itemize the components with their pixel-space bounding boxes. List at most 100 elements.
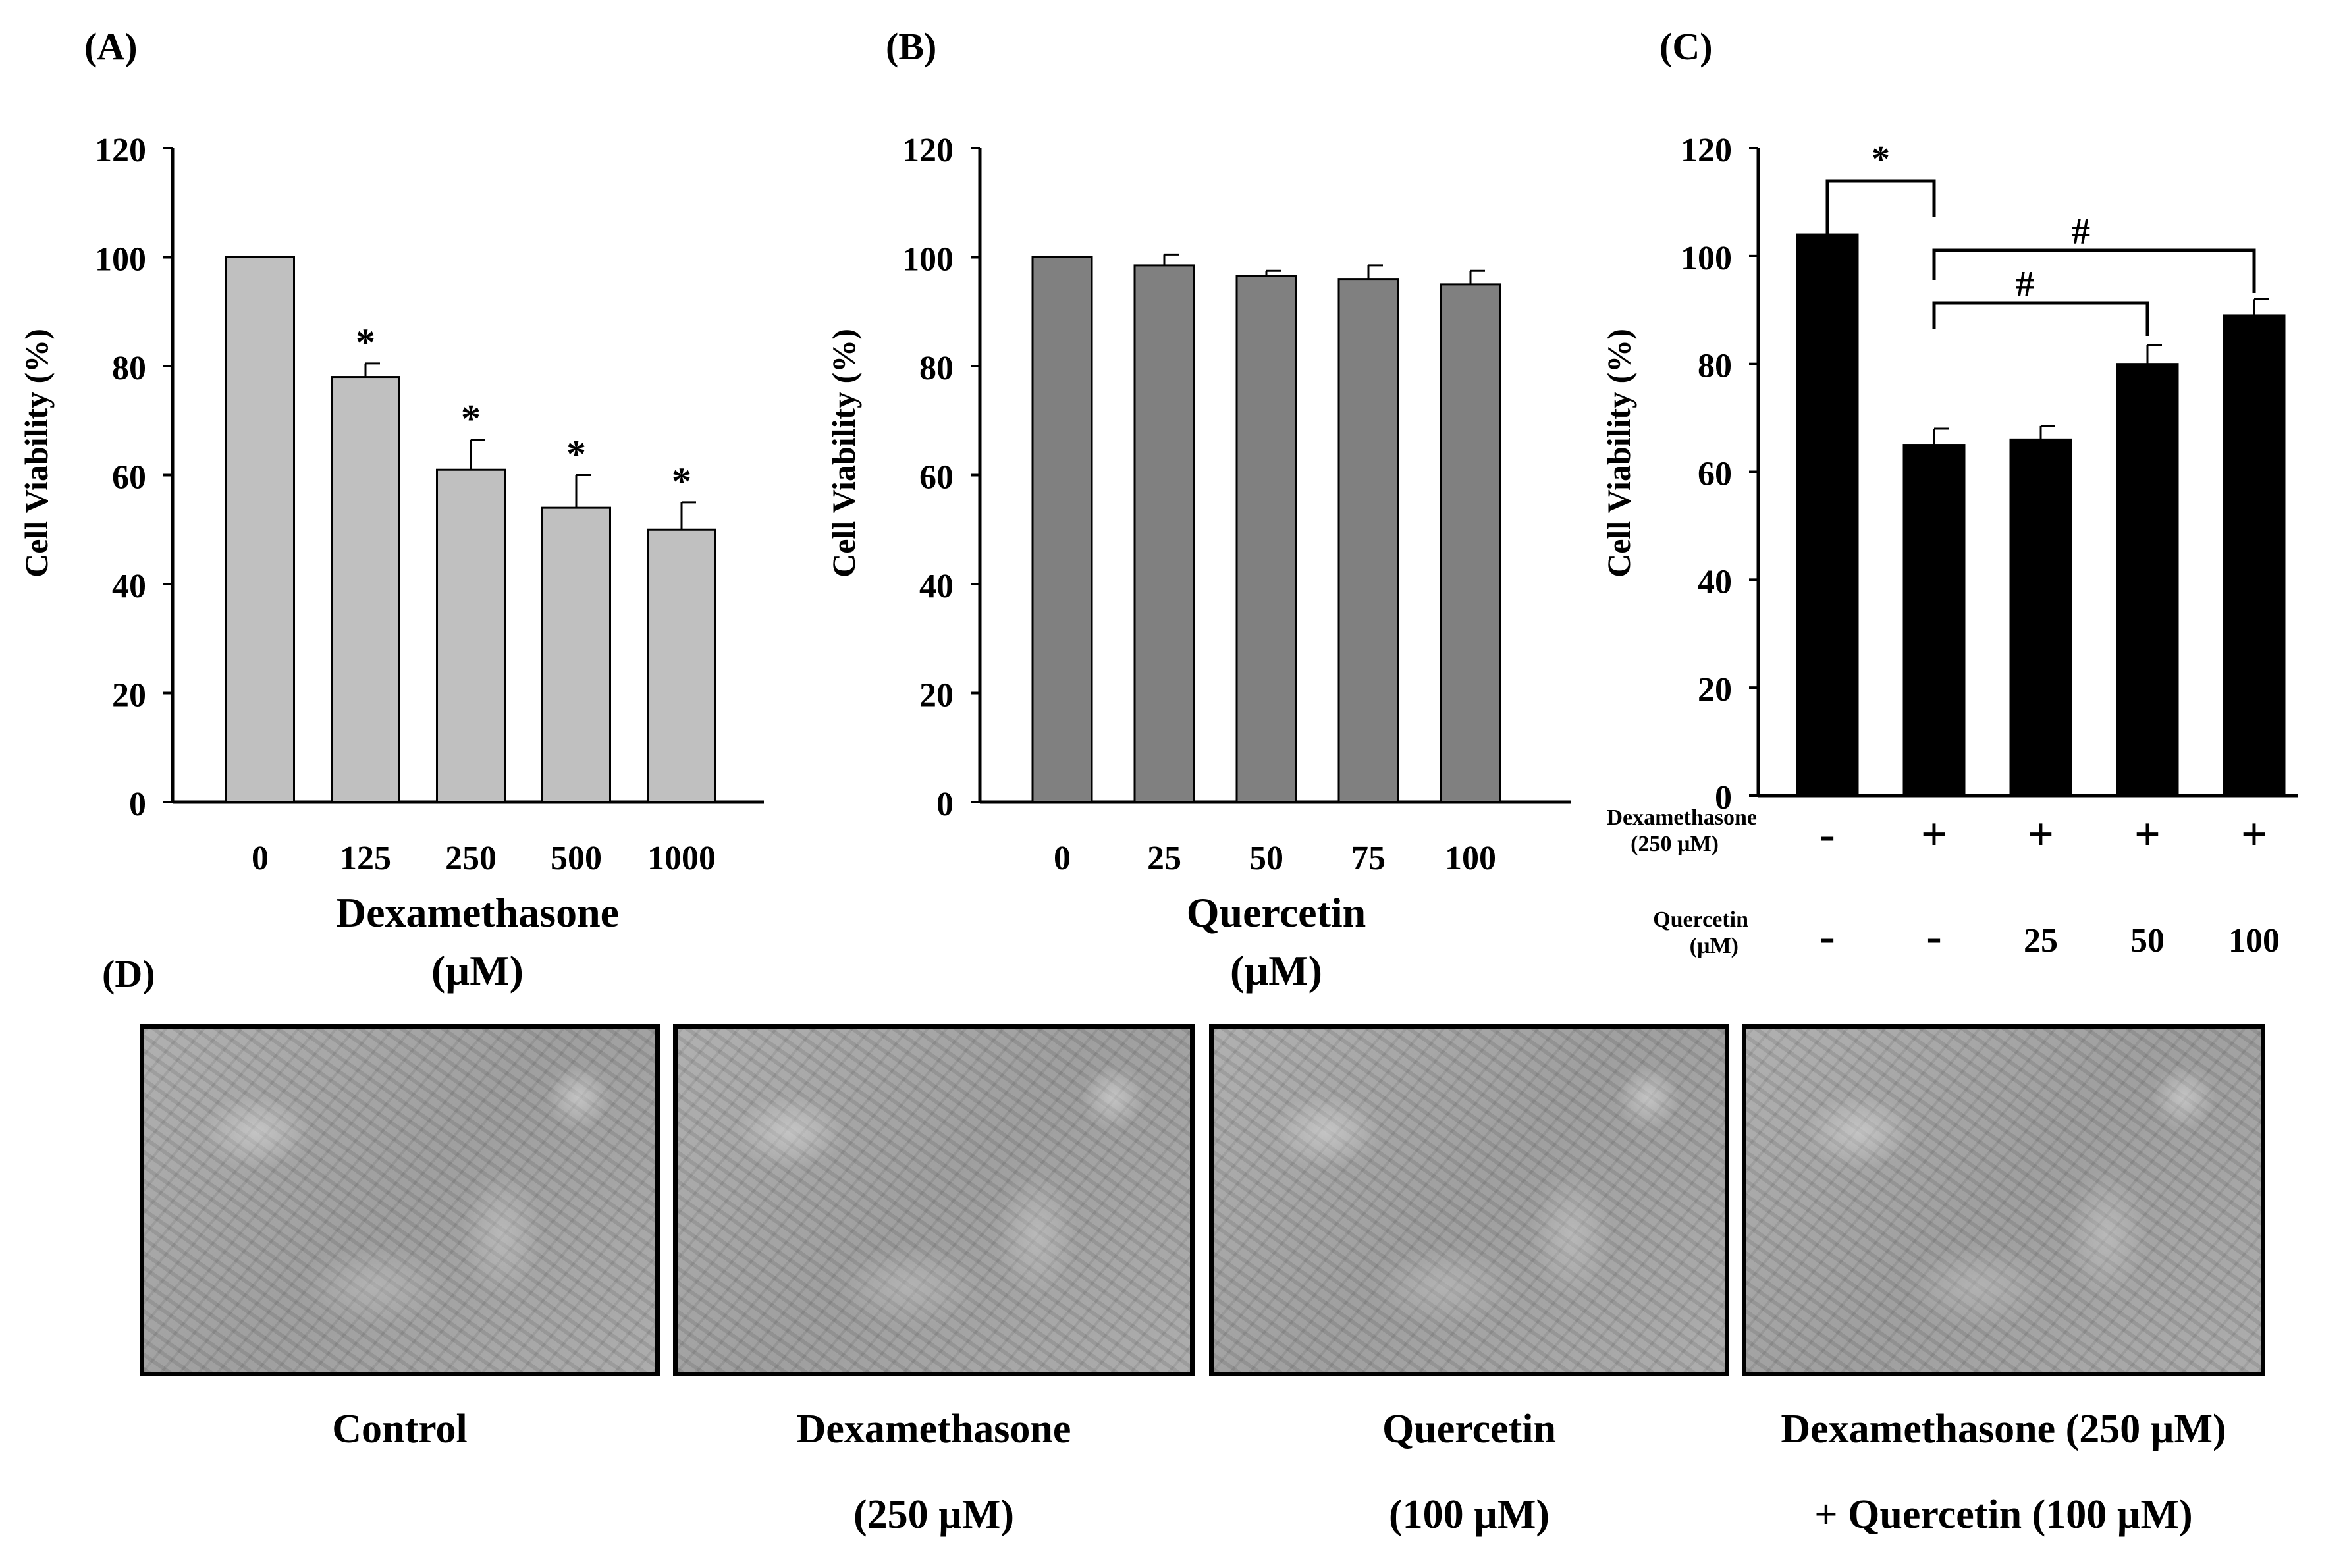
x-tick-label: 50 <box>1249 840 1283 877</box>
x-tick-label: 1000 <box>647 840 716 877</box>
significance-bracket <box>1932 248 2256 293</box>
bar <box>647 528 716 803</box>
bar <box>1440 283 1501 803</box>
y-tick-label: 20 <box>112 677 146 715</box>
y-tick-label: 120 <box>1681 132 1732 169</box>
bar <box>2009 438 2072 797</box>
bar <box>2223 314 2286 797</box>
treatment-row-unit: (250 µM) <box>1631 832 1719 856</box>
significance-bracket <box>1932 301 2149 336</box>
treatment-row-unit: (µM) <box>1690 934 1739 958</box>
bracket-symbol: # <box>2072 211 2090 252</box>
y-tick-label: 0 <box>1715 779 1732 817</box>
treatment-cell: 25 <box>2024 922 2058 960</box>
y-axis-label: Cell Viability (%) <box>18 329 55 578</box>
y-tick-label: 100 <box>95 241 146 279</box>
micrograph-caption: (250 µM) <box>853 1492 1015 1537</box>
treatment-cell: 50 <box>2130 922 2165 960</box>
y-tick-label: 80 <box>1698 348 1732 385</box>
treatment-cell: + <box>2134 809 2161 860</box>
panel-b-label: (B) <box>886 25 936 68</box>
bar <box>1902 444 1966 797</box>
chart-a: 0 20 40 60 80 100 120 Cell Viability (%) 0 * 125 * 2… <box>18 132 764 994</box>
y-tick-label: 0 <box>936 786 954 823</box>
y-tick-label: 120 <box>95 132 146 169</box>
x-tick-label: 0 <box>252 840 269 877</box>
x-tick-label: 500 <box>551 840 602 877</box>
micrograph-image <box>140 1024 660 1376</box>
x-axis-label: Quercetin <box>1187 889 1366 936</box>
significance-marker: * <box>356 321 375 364</box>
x-axis-unit-label: (µM) <box>431 947 524 994</box>
x-tick-label: 250 <box>445 840 497 877</box>
micrograph-caption: Control <box>332 1407 468 1451</box>
treatment-cell: + <box>2241 809 2267 860</box>
treatment-cell: + <box>1921 809 1947 860</box>
y-tick-label: 60 <box>919 459 954 497</box>
bar <box>1031 256 1093 803</box>
bar <box>1337 278 1399 803</box>
y-tick-label: 20 <box>919 677 954 715</box>
y-tick-label: 60 <box>112 459 146 497</box>
bar <box>1796 233 1859 797</box>
micrograph-caption: (100 µM) <box>1388 1492 1550 1537</box>
treatment-cell: - <box>1819 809 1835 860</box>
significance-bracket <box>1825 179 1936 234</box>
bar <box>225 256 295 803</box>
x-axis-label: Dexamethasone <box>336 889 619 936</box>
bracket-symbol: * <box>1872 139 1890 180</box>
micrograph-caption: Quercetin <box>1382 1407 1556 1451</box>
micrograph-caption: + Quercetin (100 µM) <box>1814 1492 2193 1537</box>
y-axis-label: Cell Viability (%) <box>1600 329 1637 578</box>
x-tick-label: 125 <box>340 840 391 877</box>
treatment-row-label: Quercetin <box>1653 907 1748 932</box>
bar <box>541 506 611 803</box>
panel-c-label: (C) <box>1659 25 1713 68</box>
y-tick-label: 120 <box>902 132 954 169</box>
chart-b: 0 20 40 60 80 100 120 Cell Viability (%) 0 25 50 75… <box>825 132 1571 994</box>
micrograph-texture <box>1746 1029 2261 1372</box>
treatment-cell: + <box>2028 809 2054 860</box>
y-tick-label: 80 <box>112 350 146 387</box>
x-tick-label: 75 <box>1351 840 1386 877</box>
chart-c: 0 20 40 60 80 100 120 Cell Viability (%) Dexamet… <box>1600 132 2298 962</box>
y-tick-label: 80 <box>919 350 954 387</box>
micrograph-texture <box>1214 1029 1725 1372</box>
treatment-row-label: Dexamethasone <box>1606 805 1757 830</box>
y-tick-label: 40 <box>1698 563 1732 601</box>
micrograph-caption: Dexamethasone <box>796 1407 1071 1451</box>
bracket-symbol: # <box>2016 264 2034 305</box>
micrograph-image <box>1742 1024 2265 1376</box>
significance-marker: * <box>461 397 481 441</box>
bar <box>1235 275 1297 803</box>
bar <box>436 468 506 803</box>
y-tick-label: 40 <box>919 568 954 605</box>
y-tick-label: 60 <box>1698 456 1732 493</box>
significance-marker: * <box>566 433 586 476</box>
treatment-cell: - <box>1819 911 1835 962</box>
bar <box>1133 264 1195 803</box>
y-tick-label: 20 <box>1698 671 1732 709</box>
y-tick-label: 0 <box>129 786 146 823</box>
significance-marker: * <box>672 460 691 503</box>
panel-a-label: (A) <box>84 25 138 68</box>
x-tick-label: 25 <box>1147 840 1181 877</box>
treatment-cell: 100 <box>2228 922 2280 960</box>
micrograph-texture <box>144 1029 655 1372</box>
micrograph-caption: Dexamethasone (250 µM) <box>1781 1407 2226 1451</box>
x-axis-unit-label: (µM) <box>1230 947 1322 994</box>
y-tick-label: 40 <box>112 568 146 605</box>
bar <box>331 376 400 803</box>
x-tick-label: 0 <box>1054 840 1071 877</box>
y-axis-label: Cell Viability (%) <box>825 329 862 578</box>
bar <box>2116 363 2179 797</box>
treatment-cell: - <box>1926 911 1941 962</box>
micrograph-image <box>673 1024 1195 1376</box>
y-tick-label: 100 <box>1681 240 1732 277</box>
y-tick-label: 100 <box>902 241 954 279</box>
panel-d-label: (D) <box>102 952 155 995</box>
x-tick-label: 100 <box>1445 840 1496 877</box>
micrograph-image <box>1209 1024 1729 1376</box>
micrograph-texture <box>678 1029 1190 1372</box>
